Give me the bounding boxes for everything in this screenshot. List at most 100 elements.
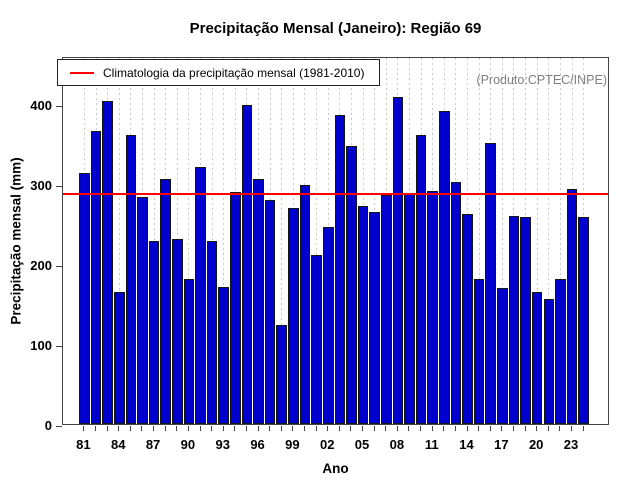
x-tick — [385, 426, 387, 431]
x-tick-label: 05 — [354, 437, 370, 452]
x-tick — [303, 426, 305, 431]
bar-2023 — [566, 189, 578, 424]
y-tick — [56, 105, 62, 107]
x-tick — [396, 426, 398, 431]
legend: Climatologia da precipitação mensal (198… — [57, 59, 380, 86]
gridline — [478, 58, 480, 424]
bar-2004 — [346, 146, 357, 424]
x-tick — [431, 426, 433, 431]
x-tick-label: 84 — [111, 437, 126, 452]
x-tick-label: 81 — [76, 437, 91, 452]
x-tick — [373, 426, 375, 431]
bar-2019 — [520, 217, 531, 424]
x-tick — [524, 426, 526, 431]
y-tick-label: 300 — [30, 177, 52, 193]
bar-1990 — [183, 279, 195, 424]
x-tick — [83, 426, 85, 431]
bar-1991 — [195, 167, 206, 424]
x-tick — [153, 426, 155, 431]
bar-2009 — [404, 193, 415, 424]
x-tick — [466, 426, 468, 431]
bar-2005 — [357, 206, 369, 424]
x-tick — [420, 426, 422, 431]
climatology-line — [63, 192, 608, 195]
x-tick — [582, 426, 584, 431]
y-tick — [56, 185, 62, 187]
bar-1992 — [206, 241, 218, 424]
bar-2002 — [322, 227, 334, 424]
y-tick-label: 200 — [30, 257, 52, 273]
bar-1999 — [288, 208, 299, 424]
bar-2013 — [450, 182, 462, 424]
bar-1987 — [148, 241, 160, 424]
x-tick — [547, 426, 549, 431]
gridline — [536, 58, 538, 424]
bar-1998 — [276, 325, 288, 424]
bar-1983 — [102, 101, 113, 424]
bar-2016 — [485, 143, 497, 424]
x-tick-label: 20 — [528, 437, 544, 452]
x-tick — [164, 426, 166, 431]
x-tick — [280, 426, 282, 431]
bar-1981 — [79, 173, 90, 424]
bar-2012 — [439, 111, 450, 424]
x-tick — [362, 426, 364, 431]
y-tick — [56, 425, 62, 427]
x-tick — [327, 426, 329, 431]
bar-1984 — [113, 292, 125, 424]
bar-2007 — [380, 195, 392, 424]
gridline — [188, 58, 190, 424]
x-tick-label: 14 — [459, 437, 474, 452]
bar-2017 — [497, 288, 508, 424]
x-tick — [315, 426, 317, 431]
x-tick — [211, 426, 213, 431]
legend-label: Climatologia da precipitação mensal (198… — [103, 65, 365, 80]
legend-red-line-sample — [70, 71, 94, 74]
bar-2018 — [508, 216, 520, 424]
x-tick-label: 90 — [180, 437, 196, 452]
x-tick — [478, 426, 480, 431]
x-tick-label: 96 — [250, 437, 265, 452]
x-tick — [245, 426, 247, 431]
x-tick — [222, 426, 224, 431]
bar-2010 — [415, 135, 427, 424]
x-tick — [536, 426, 538, 431]
gridline — [281, 58, 283, 424]
bar-1994 — [230, 192, 241, 424]
x-tick — [187, 426, 189, 431]
gridline — [559, 58, 561, 424]
bar-2014 — [462, 214, 473, 424]
bar-1997 — [264, 200, 276, 424]
x-tick — [269, 426, 271, 431]
x-tick-label: 11 — [424, 437, 439, 452]
x-tick — [292, 426, 294, 431]
x-tick — [408, 426, 410, 431]
x-tick — [176, 426, 178, 431]
bar-1985 — [125, 135, 137, 424]
gridline — [501, 58, 503, 424]
bar-1988 — [160, 179, 171, 424]
x-tick — [571, 426, 573, 431]
bar-2011 — [427, 191, 438, 424]
x-tick-label: 93 — [215, 437, 230, 452]
bar-2000 — [299, 185, 311, 424]
x-tick — [489, 426, 491, 431]
x-tick — [234, 426, 236, 431]
bar-1986 — [137, 197, 148, 424]
y-tick-label: 0 — [44, 417, 52, 433]
x-tick-label: 08 — [389, 437, 405, 452]
bar-1989 — [171, 239, 183, 424]
bar-2003 — [334, 115, 346, 424]
x-tick-label: 23 — [563, 437, 579, 452]
x-tick — [106, 426, 108, 431]
gridline — [316, 58, 318, 424]
x-tick — [141, 426, 143, 431]
bar-1982 — [90, 131, 102, 424]
y-tick-label: 400 — [30, 97, 52, 113]
x-tick — [443, 426, 445, 431]
bar-2001 — [311, 255, 322, 424]
x-tick — [338, 426, 340, 431]
bar-1995 — [241, 105, 253, 424]
x-tick — [257, 426, 259, 431]
x-tick — [454, 426, 456, 431]
